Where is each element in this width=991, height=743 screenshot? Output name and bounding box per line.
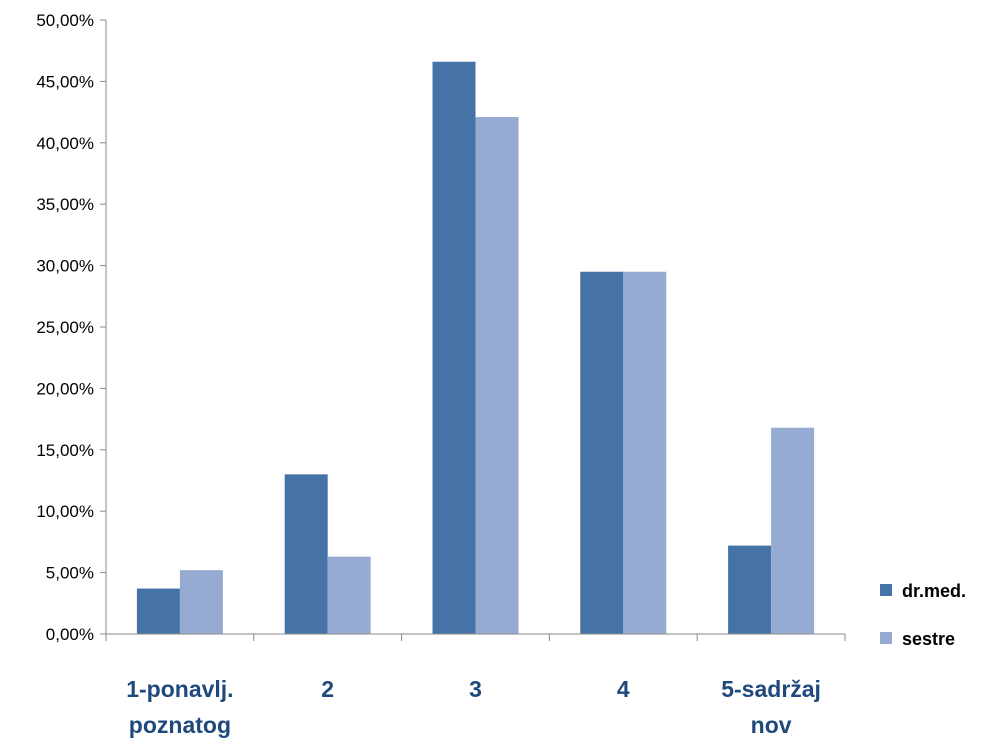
x-category-label: 2 [321, 676, 334, 702]
bar-sestre-4 [623, 271, 667, 634]
bar-sestre-3 [475, 117, 519, 634]
y-tick-label: 5,00% [46, 564, 94, 583]
bar-dr-med-5 [728, 545, 772, 634]
x-category-label: 1-ponavlj. [126, 676, 233, 702]
y-tick-label: 15,00% [36, 441, 94, 460]
bar-sestre-1 [179, 570, 223, 634]
y-tick-label: 50,00% [36, 11, 94, 30]
y-tick-label: 45,00% [36, 72, 94, 91]
bar-dr-med-4 [580, 271, 624, 634]
bar-sestre-5 [771, 427, 815, 634]
bar-dr-med-1 [136, 588, 180, 634]
legend-swatch [880, 632, 892, 644]
legend-swatch [880, 584, 892, 596]
x-axis: 1-ponavlj. poznatog 2 3 4 5-sadržaj nov [105, 633, 846, 738]
bars [136, 61, 815, 634]
y-tick-label: 30,00% [36, 257, 94, 276]
x-category-label: poznatog [129, 712, 231, 738]
legend-label: dr.med. [902, 581, 966, 601]
x-category-label: 4 [617, 676, 630, 702]
legend-label: sestre [902, 629, 955, 649]
x-category-label: 3 [469, 676, 482, 702]
y-tick-label: 0,00% [46, 625, 94, 644]
bar-dr-med-2 [284, 474, 328, 634]
y-tick-label: 40,00% [36, 134, 94, 153]
y-tick-label: 20,00% [36, 379, 94, 398]
y-tick-label: 25,00% [36, 318, 94, 337]
y-axis: 0,00% 5,00% 10,00% 15,00% 20,00% 25,00% 30,00%… [36, 11, 107, 644]
x-category-label: 5-sadržaj [721, 676, 821, 702]
x-category-label: nov [751, 712, 792, 738]
bar-sestre-2 [327, 556, 371, 634]
legend: dr.med. sestre [880, 581, 966, 649]
bar-dr-med-3 [432, 61, 476, 634]
y-tick-label: 35,00% [36, 195, 94, 214]
y-tick-label: 10,00% [36, 502, 94, 521]
